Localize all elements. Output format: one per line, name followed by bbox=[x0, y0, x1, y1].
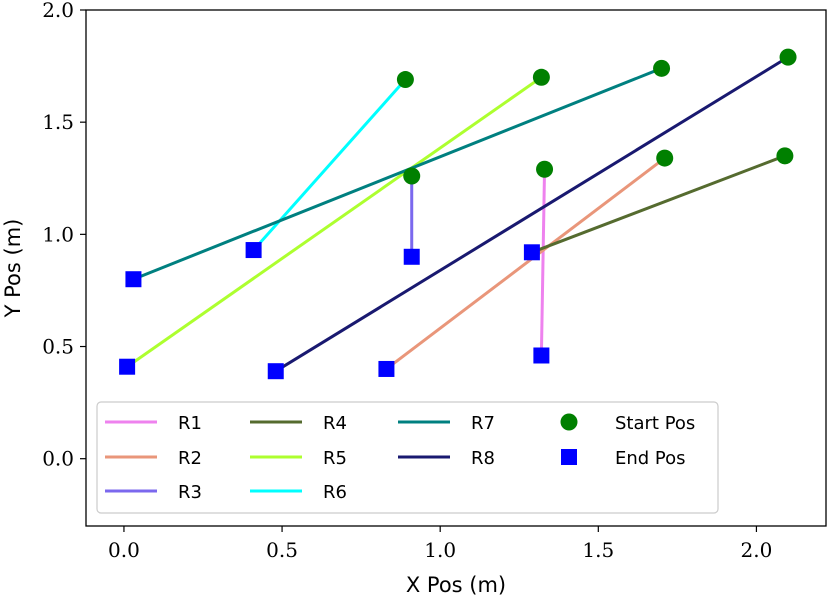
legend: R1 R2 R3 R4 R5 R6 R7 R8 Start Pos End Pos bbox=[96, 401, 719, 514]
axis-ticks: 0.0 0.5 1.0 1.5 2.0 0.0 0.5 1.0 1.5 2.0 bbox=[42, 0, 772, 562]
end-marker-r1 bbox=[533, 347, 550, 364]
x-tick-label: 2.0 bbox=[741, 538, 773, 562]
x-tick-label: 0.0 bbox=[108, 538, 140, 562]
legend-swatch-end bbox=[561, 449, 577, 465]
end-marker-r5 bbox=[119, 358, 136, 375]
start-marker-r1 bbox=[536, 160, 554, 178]
start-marker-r2 bbox=[656, 149, 674, 167]
legend-label-start: Start Pos bbox=[615, 413, 695, 434]
end-marker-r7 bbox=[125, 271, 142, 288]
x-tick-label: 0.5 bbox=[266, 538, 298, 562]
y-tick-label: 1.5 bbox=[42, 110, 74, 134]
x-tick-label: 1.5 bbox=[582, 538, 614, 562]
x-axis-title: X Pos (m) bbox=[406, 573, 506, 597]
start-marker-r6 bbox=[396, 71, 414, 89]
start-marker-r8 bbox=[779, 48, 797, 66]
start-marker-r3 bbox=[403, 167, 421, 185]
x-tick-label: 1.0 bbox=[424, 538, 456, 562]
end-marker-r4 bbox=[523, 244, 540, 261]
line-r2 bbox=[385, 156, 666, 371]
series-lines bbox=[126, 55, 789, 373]
plot-frame bbox=[85, 9, 827, 527]
y-axis-title: Y Pos (m) bbox=[1, 219, 25, 319]
legend-label-r2: R2 bbox=[178, 448, 202, 469]
legend-label-r5: R5 bbox=[323, 448, 347, 469]
legend-label-r1: R1 bbox=[178, 413, 202, 434]
end-marker-r8 bbox=[267, 363, 284, 380]
start-marker-r7 bbox=[653, 59, 671, 77]
line-r7 bbox=[132, 66, 663, 281]
legend-swatch-start bbox=[560, 413, 578, 431]
y-tick-label: 1.0 bbox=[42, 222, 74, 246]
start-marker-r5 bbox=[532, 68, 550, 86]
y-tick-label: 2.0 bbox=[42, 0, 74, 22]
legend-label-r7: R7 bbox=[471, 413, 495, 434]
y-tick-label: 0.5 bbox=[42, 335, 74, 359]
line-r8 bbox=[274, 55, 789, 373]
legend-label-r4: R4 bbox=[323, 413, 347, 434]
legend-label-end: End Pos bbox=[615, 448, 686, 469]
start-marker-r4 bbox=[776, 147, 794, 165]
end-marker-r3 bbox=[403, 248, 420, 265]
end-marker-r2 bbox=[378, 360, 395, 377]
legend-label-r6: R6 bbox=[323, 482, 347, 503]
line-r1 bbox=[539, 169, 547, 356]
line-r4 bbox=[531, 154, 786, 254]
legend-label-r8: R8 bbox=[471, 448, 495, 469]
y-tick-label: 0.0 bbox=[42, 447, 74, 471]
legend-label-r3: R3 bbox=[178, 482, 202, 503]
series-markers bbox=[119, 48, 797, 380]
line-r5 bbox=[126, 76, 543, 368]
end-marker-r6 bbox=[245, 242, 262, 259]
